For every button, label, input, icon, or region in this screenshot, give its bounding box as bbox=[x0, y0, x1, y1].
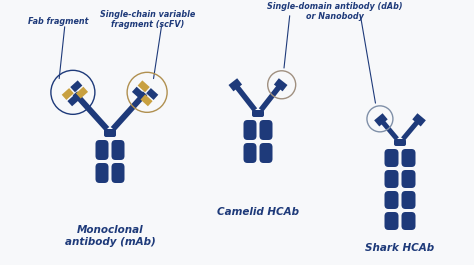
FancyBboxPatch shape bbox=[259, 143, 273, 163]
FancyBboxPatch shape bbox=[259, 120, 273, 140]
FancyBboxPatch shape bbox=[95, 140, 109, 160]
FancyBboxPatch shape bbox=[104, 129, 116, 137]
Polygon shape bbox=[73, 91, 109, 131]
FancyBboxPatch shape bbox=[401, 212, 416, 230]
FancyBboxPatch shape bbox=[384, 149, 399, 167]
Polygon shape bbox=[274, 78, 288, 91]
FancyBboxPatch shape bbox=[384, 191, 399, 209]
Text: Single-domain antibody (dAb)
or Nanobody: Single-domain antibody (dAb) or Nanobody bbox=[267, 2, 403, 21]
Text: Single-chain variable
fragment (scFV): Single-chain variable fragment (scFV) bbox=[100, 10, 196, 29]
Polygon shape bbox=[233, 83, 257, 112]
FancyBboxPatch shape bbox=[384, 212, 399, 230]
Polygon shape bbox=[379, 118, 399, 141]
Polygon shape bbox=[70, 80, 82, 92]
FancyBboxPatch shape bbox=[244, 143, 256, 163]
FancyBboxPatch shape bbox=[401, 149, 416, 167]
Polygon shape bbox=[146, 88, 158, 100]
Polygon shape bbox=[412, 113, 426, 126]
Polygon shape bbox=[67, 94, 80, 106]
Polygon shape bbox=[259, 83, 283, 112]
Polygon shape bbox=[62, 88, 74, 100]
Text: Shark HCAb: Shark HCAb bbox=[365, 243, 435, 253]
FancyBboxPatch shape bbox=[384, 170, 399, 188]
FancyBboxPatch shape bbox=[111, 163, 125, 183]
Polygon shape bbox=[140, 94, 153, 106]
FancyBboxPatch shape bbox=[401, 170, 416, 188]
FancyBboxPatch shape bbox=[111, 140, 125, 160]
Polygon shape bbox=[137, 80, 150, 92]
Text: Camelid HCAb: Camelid HCAb bbox=[217, 207, 299, 217]
FancyBboxPatch shape bbox=[95, 163, 109, 183]
FancyBboxPatch shape bbox=[244, 120, 256, 140]
Polygon shape bbox=[76, 87, 88, 99]
Text: Monoclonal
antibody (mAb): Monoclonal antibody (mAb) bbox=[64, 225, 155, 247]
FancyBboxPatch shape bbox=[394, 139, 406, 146]
Polygon shape bbox=[111, 91, 147, 131]
Polygon shape bbox=[132, 87, 144, 99]
FancyBboxPatch shape bbox=[401, 191, 416, 209]
Polygon shape bbox=[401, 118, 421, 141]
Text: Fab fragment: Fab fragment bbox=[28, 17, 89, 26]
Polygon shape bbox=[374, 113, 388, 126]
Polygon shape bbox=[228, 78, 242, 91]
FancyBboxPatch shape bbox=[252, 110, 264, 117]
